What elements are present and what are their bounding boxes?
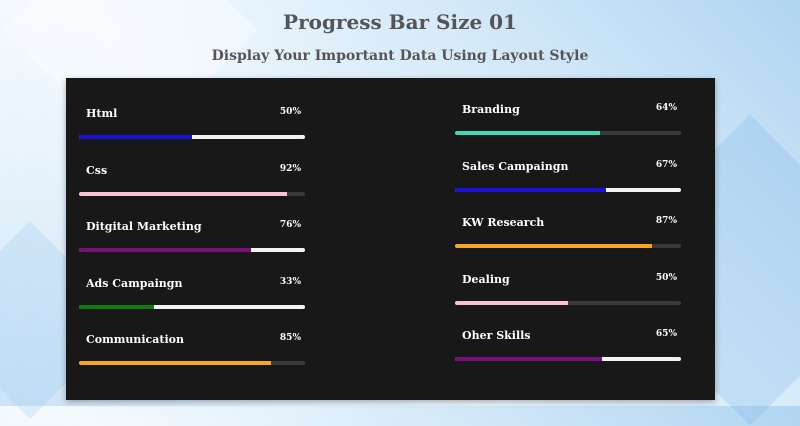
progress-track: [455, 357, 681, 361]
skill-item: Dealing 50%: [455, 273, 681, 330]
progress-track: [79, 135, 305, 139]
skill-label: Communication: [86, 333, 184, 346]
skill-item: Ads Campaingn 33%: [79, 277, 305, 334]
progress-fill: [455, 244, 652, 248]
skill-item: Oher Skills 65%: [455, 329, 681, 386]
skill-percent: 67%: [656, 160, 677, 170]
progress-track: [79, 305, 305, 309]
progress-track: [79, 361, 305, 365]
progress-fill: [455, 131, 600, 135]
skills-column-left: Html 50% Css 92% Ditgital Marketing 76% …: [79, 107, 305, 390]
skill-label: Css: [86, 164, 107, 177]
progress-track: [455, 188, 681, 192]
skill-percent: 50%: [656, 273, 677, 283]
skill-item: Sales Campaingn 67%: [455, 160, 681, 217]
skill-label: Sales Campaingn: [462, 160, 568, 173]
skill-percent: 76%: [280, 220, 301, 230]
skill-percent: 92%: [280, 164, 301, 174]
skill-item: Ditgital Marketing 76%: [79, 220, 305, 277]
page-title: Progress Bar Size 01: [0, 10, 800, 34]
skill-item: KW Research 87%: [455, 216, 681, 273]
skill-item: Css 92%: [79, 164, 305, 221]
skill-label: Branding: [462, 103, 520, 116]
skill-label: Dealing: [462, 273, 510, 286]
progress-track: [455, 244, 681, 248]
skill-label: Html: [86, 107, 117, 120]
skill-percent: 65%: [656, 329, 677, 339]
page-subtitle: Display Your Important Data Using Layout…: [0, 48, 800, 64]
skill-item: Html 50%: [79, 107, 305, 164]
skill-percent: 33%: [280, 277, 301, 287]
skill-label: Ditgital Marketing: [86, 220, 202, 233]
progress-track: [455, 301, 681, 305]
progress-track: [455, 131, 681, 135]
skills-panel: Html 50% Css 92% Ditgital Marketing 76% …: [66, 78, 715, 400]
progress-fill: [79, 192, 287, 196]
skill-percent: 85%: [280, 333, 301, 343]
progress-track: [79, 248, 305, 252]
skill-percent: 87%: [656, 216, 677, 226]
progress-fill: [79, 248, 251, 252]
skill-percent: 64%: [656, 103, 677, 113]
progress-track: [79, 192, 305, 196]
skill-item: Branding 64%: [455, 103, 681, 160]
skill-label: Ads Campaingn: [86, 277, 182, 290]
skill-item: Communication 85%: [79, 333, 305, 390]
progress-fill: [79, 305, 154, 309]
skill-label: Oher Skills: [462, 329, 531, 342]
progress-fill: [79, 135, 192, 139]
progress-fill: [455, 301, 568, 305]
progress-fill: [455, 188, 606, 192]
progress-fill: [79, 361, 271, 365]
progress-fill: [455, 357, 602, 361]
skill-label: KW Research: [462, 216, 544, 229]
skill-percent: 50%: [280, 107, 301, 117]
skills-column-right: Branding 64% Sales Campaingn 67% KW Rese…: [455, 103, 681, 386]
